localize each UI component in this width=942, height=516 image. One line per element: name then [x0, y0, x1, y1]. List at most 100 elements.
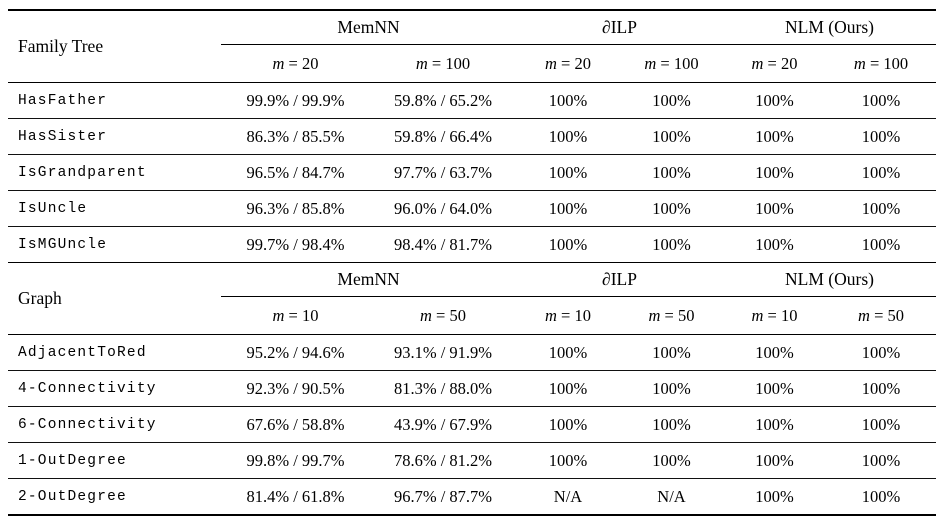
m-variable: m	[545, 53, 557, 73]
m-variable: m	[853, 53, 866, 73]
result-value-cell: 100%	[861, 90, 901, 110]
result-value-cell: 59.8% / 65.2%	[393, 90, 493, 110]
result-value-cell: 100%	[548, 342, 588, 362]
result-value-cell: 81.3% / 88.0%	[393, 378, 493, 398]
result-value-cell: 100%	[548, 162, 588, 182]
section-title-family-tree: Family Tree	[8, 10, 221, 83]
m-value: = 50	[436, 305, 466, 325]
m-value: = 10	[767, 305, 798, 325]
table-row: AdjacentToRed 95.2% / 94.6% 93.1% / 91.9…	[8, 335, 937, 371]
column-group-dilp: ∂ILP	[516, 262, 723, 297]
result-value-cell: 99.8% / 99.7%	[246, 450, 345, 470]
result-value-cell: 97.7% / 63.7%	[393, 162, 493, 182]
m-variable: m	[545, 305, 557, 325]
result-value-cell: 96.0% / 64.0%	[393, 198, 493, 218]
result-value-cell: 96.7% / 87.7%	[393, 486, 493, 506]
column-group-dilp: ∂ILP	[516, 10, 723, 45]
subheader-dilp-m20: m = 20	[516, 44, 620, 83]
m-value: = 100	[431, 53, 471, 73]
result-value-cell: 96.5% / 84.7%	[246, 162, 345, 182]
result-value-cell: 86.3% / 85.5%	[246, 126, 345, 146]
m-variable: m	[858, 305, 870, 325]
column-group-nlm: NLM (Ours)	[723, 262, 937, 297]
subheader-memnn-m100: m = 100	[370, 44, 516, 83]
benchmark-results-table: Family Tree MemNN ∂ILP NLM (Ours) m = 20…	[8, 9, 937, 516]
result-value-cell: 100%	[755, 90, 794, 110]
result-value-cell: 100%	[548, 378, 588, 398]
result-value-cell: 100%	[652, 162, 691, 182]
m-value: = 20	[288, 53, 319, 73]
graph-subheader-row: m = 10 m = 50 m = 10 m = 50 m = 10 m = 5…	[8, 296, 937, 335]
m-variable: m	[272, 53, 285, 73]
result-value-cell: 100%	[652, 198, 691, 218]
task-name-cell: HasSister	[18, 128, 108, 145]
table-row: IsMGUncle 99.7% / 98.4% 98.4% / 81.7% 10…	[8, 227, 937, 263]
section-graph: Graph MemNN ∂ILP NLM (Ours) m = 10 m = 5…	[8, 262, 937, 516]
table-row: 6-Connectivity 67.6% / 58.8% 43.9% / 67.…	[8, 407, 937, 443]
task-name-cell: 1-OutDegree	[18, 452, 127, 469]
result-value-cell: 100%	[548, 126, 588, 146]
subheader-memnn-m10: m = 10	[221, 296, 370, 335]
result-value-cell: 98.4% / 81.7%	[393, 234, 493, 254]
task-name-cell: IsUncle	[18, 200, 88, 217]
result-value-cell: 99.7% / 98.4%	[246, 234, 345, 254]
result-value-cell: 78.6% / 81.2%	[393, 450, 493, 470]
result-value-cell: 100%	[755, 378, 794, 398]
m-value: = 20	[767, 53, 798, 73]
result-value-cell: 43.9% / 67.9%	[393, 414, 493, 434]
result-value-cell: 100%	[861, 162, 901, 182]
section-family-tree: Family Tree MemNN ∂ILP NLM (Ours) m = 20…	[8, 10, 937, 263]
subheader-dilp-m10: m = 10	[516, 296, 620, 335]
m-value: = 50	[874, 305, 904, 325]
m-variable: m	[415, 53, 428, 73]
result-value-cell: 100%	[548, 414, 588, 434]
m-value: = 10	[561, 305, 591, 325]
task-name-cell: 4-Connectivity	[18, 380, 157, 397]
result-value-cell: 96.3% / 85.8%	[246, 198, 345, 218]
result-value-cell: 81.4% / 61.8%	[246, 486, 345, 506]
table-row: HasFather 99.9% / 99.9% 59.8% / 65.2% 10…	[8, 83, 937, 119]
result-value-cell: 100%	[861, 198, 901, 218]
result-value-cell: 100%	[755, 126, 794, 146]
result-value-cell: 100%	[861, 450, 901, 470]
m-value: = 100	[660, 53, 699, 73]
result-value-cell: 100%	[755, 234, 794, 254]
result-value-cell: 67.6% / 58.8%	[246, 414, 345, 434]
result-value-cell: 99.9% / 99.9%	[246, 90, 345, 110]
result-value-cell: N/A	[657, 486, 686, 506]
result-value-cell: 100%	[755, 414, 794, 434]
subheader-nlm-m10: m = 10	[723, 296, 826, 335]
result-value-cell: 100%	[548, 234, 588, 254]
task-name-cell: IsMGUncle	[18, 236, 108, 253]
result-value-cell: 100%	[861, 414, 901, 434]
result-value-cell: 100%	[548, 90, 588, 110]
subheader-memnn-m20: m = 20	[221, 44, 370, 83]
m-variable: m	[420, 305, 432, 325]
table-row: 2-OutDegree 81.4% / 61.8% 96.7% / 87.7% …	[8, 479, 936, 516]
subheader-nlm-m20: m = 20	[723, 44, 826, 83]
task-name-cell: 6-Connectivity	[18, 416, 157, 433]
result-value-cell: 100%	[652, 126, 691, 146]
result-value-cell: 100%	[755, 198, 794, 218]
column-group-memnn: MemNN	[221, 10, 516, 45]
result-value-cell: 100%	[861, 234, 901, 254]
m-variable: m	[751, 53, 764, 73]
result-value-cell: 100%	[652, 90, 691, 110]
results-table-container: Family Tree MemNN ∂ILP NLM (Ours) m = 20…	[8, 9, 937, 516]
result-value-cell: 92.3% / 90.5%	[246, 378, 345, 398]
m-value: = 50	[664, 305, 695, 325]
result-value-cell: 100%	[755, 162, 794, 182]
result-value-cell: 93.1% / 91.9%	[393, 342, 493, 362]
table-row: 4-Connectivity 92.3% / 90.5% 81.3% / 88.…	[8, 371, 937, 407]
section-title-graph: Graph	[8, 262, 221, 335]
result-value-cell: 100%	[755, 450, 794, 470]
result-value-cell: 95.2% / 94.6%	[246, 342, 345, 362]
m-value: = 10	[288, 305, 319, 325]
m-value: = 20	[561, 53, 591, 73]
family-tree-subheader-row: m = 20 m = 100 m = 20 m = 100 m = 20 m =…	[8, 44, 937, 83]
subheader-dilp-m100: m = 100	[620, 44, 723, 83]
column-group-memnn: MemNN	[221, 262, 516, 297]
subheader-dilp-m50: m = 50	[620, 296, 723, 335]
result-value-cell: 100%	[652, 234, 691, 254]
table-row: 1-OutDegree 99.8% / 99.7% 78.6% / 81.2% …	[8, 443, 937, 479]
